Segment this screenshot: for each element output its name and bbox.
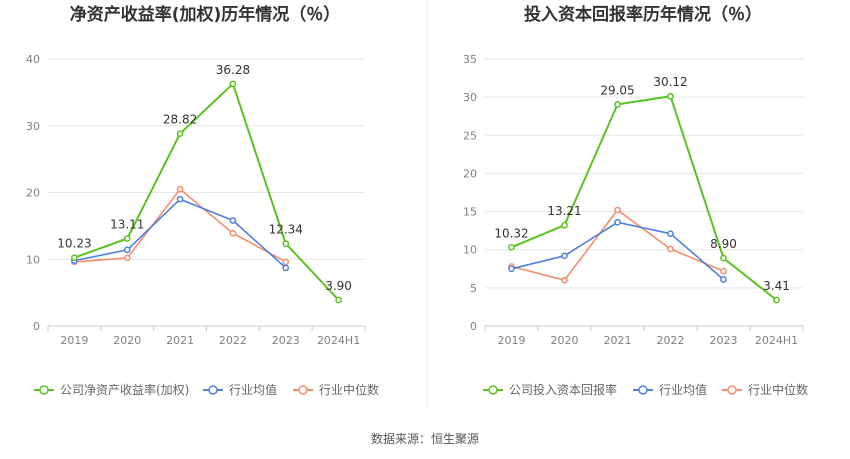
- data-label: 28.82: [163, 113, 197, 127]
- legend-item-label: 行业中位数: [319, 382, 379, 397]
- data-point-industry-median: [282, 258, 290, 266]
- data-point-industry-avg: [229, 217, 237, 224]
- chart-1: 净资产收益率(加权)历年情况（％） 0 10 20 30 40 2019 2020 2021 20…: [26, 4, 379, 397]
- source-note: 数据来源：恒生聚源: [371, 431, 479, 446]
- legend-item-label: 行业均值: [659, 382, 707, 397]
- data-point-industry-median: [614, 206, 621, 214]
- legend-item-label: 行业均值: [229, 382, 277, 397]
- legend-swatch-marker: [298, 385, 308, 395]
- x-tick-label: 2022: [219, 334, 247, 347]
- legend-item-label: 公司投入资本回报率: [509, 382, 617, 397]
- data-point-industry-median: [561, 276, 568, 284]
- data-label: 3.41: [763, 279, 790, 293]
- data-label: 8.90: [710, 237, 737, 251]
- y-tick-label: 15: [463, 206, 477, 219]
- data-point-industry-avg: [282, 264, 290, 272]
- series-line-industry-avg: [74, 198, 287, 269]
- data-point-industry-median: [720, 267, 727, 275]
- legend-swatch-marker: [39, 385, 49, 395]
- series-line-company: [74, 82, 340, 301]
- data-label: 3.90: [325, 279, 352, 293]
- data-label: 10.23: [57, 237, 91, 251]
- data-point-industry-avg: [614, 218, 621, 226]
- series-line-company: [511, 95, 778, 301]
- x-tick-label: 2022: [657, 334, 685, 347]
- y-tick-label: 20: [463, 167, 477, 180]
- data-point-company: [561, 221, 568, 229]
- data-point-company: [614, 101, 621, 108]
- data-point-company: [773, 296, 780, 304]
- y-tick-label: 10: [26, 253, 40, 266]
- data-point-company: [229, 80, 237, 88]
- data-point-industry-avg: [123, 246, 131, 254]
- data-point-company: [720, 254, 727, 262]
- series-line-industry-avg: [511, 221, 725, 281]
- legend-item-label: 行业中位数: [748, 382, 808, 397]
- data-point-company: [71, 254, 78, 262]
- x-tick-label: 2024H1: [755, 334, 798, 347]
- data-point-industry-median: [667, 245, 674, 253]
- data-point-industry-median: [123, 254, 131, 262]
- y-tick-label: 0: [470, 320, 477, 333]
- data-label: 13.21: [547, 204, 581, 218]
- data-point-industry-median: [229, 229, 237, 237]
- data-point-industry-avg: [508, 265, 515, 273]
- y-tick-label: 30: [463, 91, 477, 104]
- legend-swatch-marker: [727, 385, 737, 395]
- legend-item-label: 公司净资产收益率(加权): [60, 382, 189, 397]
- x-tick-label: 2024H1: [317, 334, 360, 347]
- y-tick-label: 40: [26, 53, 40, 66]
- x-tick-label: 2023: [272, 334, 300, 347]
- data-point-company: [335, 296, 342, 304]
- chart-title: 净资产收益率(加权)历年情况（％）: [70, 4, 341, 25]
- data-point-company: [123, 235, 131, 242]
- data-point-industry-avg: [561, 252, 568, 260]
- data-point-industry-avg: [667, 230, 674, 238]
- data-label: 29.05: [600, 83, 634, 97]
- data-label: 10.32: [494, 226, 528, 240]
- x-tick-label: 2023: [710, 334, 738, 347]
- data-point-industry-avg: [176, 195, 184, 203]
- x-tick-label: 2021: [166, 334, 194, 347]
- legend-swatch-marker: [488, 385, 498, 395]
- y-tick-label: 20: [26, 187, 40, 200]
- chart-title: 投入资本回报率历年情况（％）: [524, 4, 762, 25]
- legend-swatch-marker: [208, 385, 218, 395]
- x-tick-label: 2020: [113, 334, 141, 347]
- data-point-industry-median: [176, 185, 184, 193]
- data-label: 30.12: [653, 75, 687, 89]
- y-tick-label: 5: [470, 282, 477, 295]
- data-label: 12.34: [269, 223, 303, 237]
- data-label: 36.28: [216, 63, 250, 77]
- data-point-company: [176, 130, 184, 137]
- y-tick-label: 30: [26, 120, 40, 133]
- x-tick-label: 2019: [60, 334, 88, 347]
- y-tick-label: 0: [33, 320, 40, 333]
- legend-swatch-marker: [638, 385, 648, 395]
- x-tick-label: 2020: [551, 334, 579, 347]
- x-tick-label: 2021: [604, 334, 632, 347]
- y-tick-label: 25: [463, 129, 477, 142]
- chart-2: 投入资本回报率历年情况（％） 0 5 10 15 20 25 30 35 2019 2020 2021…: [463, 4, 808, 397]
- data-point-company: [282, 240, 290, 247]
- y-tick-label: 35: [463, 53, 477, 66]
- x-tick-label: 2019: [498, 334, 526, 347]
- data-point-company: [508, 243, 515, 251]
- data-label: 13.11: [110, 217, 144, 231]
- data-point-company: [667, 92, 674, 100]
- y-tick-label: 10: [463, 244, 477, 257]
- data-point-industry-avg: [720, 276, 727, 283]
